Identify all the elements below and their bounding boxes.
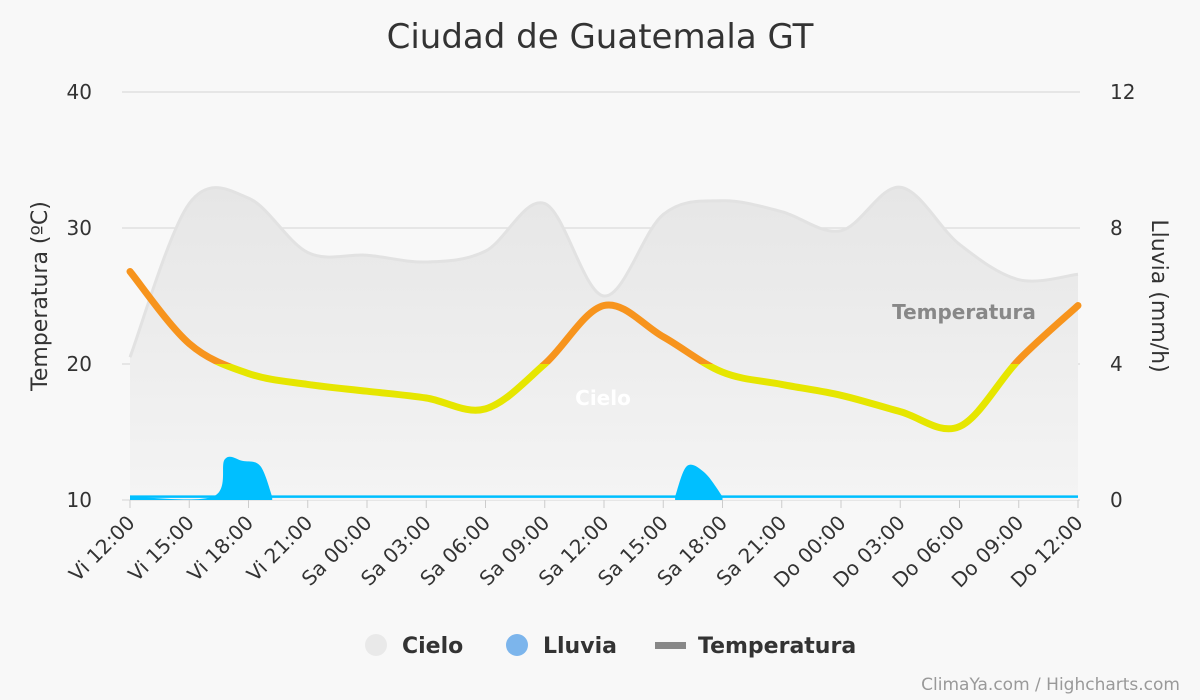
y-right-tick-label: 4 [1110,352,1123,376]
temperatura-annotation: Temperatura [892,300,1036,324]
y-right-tick-label: 8 [1110,216,1123,240]
cielo-area [130,187,1078,500]
area-series [128,185,1079,500]
credit[interactable]: ClimaYa.com / Highcharts.com [921,675,1180,695]
cielo-outline [128,185,1079,358]
y-axis-left-title: Temperatura (ºC) [28,201,53,392]
legend-temperatura-symbol [655,642,686,649]
y-left-tick-label: 20 [67,352,92,376]
y-right-tick-label: 0 [1110,488,1123,512]
lluvia-area [130,456,273,500]
legend-lluvia-label: Lluvia [543,634,617,659]
y-axis-right: 0 4 8 12 [1110,80,1135,512]
legend-temperatura-label: Temperatura [698,634,856,659]
chart-title: Ciudad de Guatemala GT [387,17,814,57]
y-axis-right-title: Lluvia (mm/h) [1146,219,1171,372]
legend-cielo-label: Cielo [402,634,463,659]
cielo-annotation: Cielo [575,386,631,410]
temperatura-line-warm [126,268,1082,364]
y-left-tick-label: 40 [67,80,92,104]
line-series [126,268,1082,433]
legend-item-cielo[interactable]: Cielo [365,634,463,659]
legend: Cielo Lluvia Temperatura [365,634,856,659]
temperatura-line-mild [214,364,1020,433]
legend-lluvia-symbol [506,634,528,656]
lluvia-area [675,464,723,500]
legend-cielo-symbol [365,634,387,656]
y-axis-left: 10 20 30 40 [67,80,92,512]
y-right-tick-label: 12 [1110,80,1135,104]
y-left-tick-label: 30 [67,216,92,240]
y-left-tick-label: 10 [67,488,92,512]
legend-item-temperatura[interactable]: Temperatura [655,634,856,659]
legend-item-lluvia[interactable]: Lluvia [506,634,617,659]
